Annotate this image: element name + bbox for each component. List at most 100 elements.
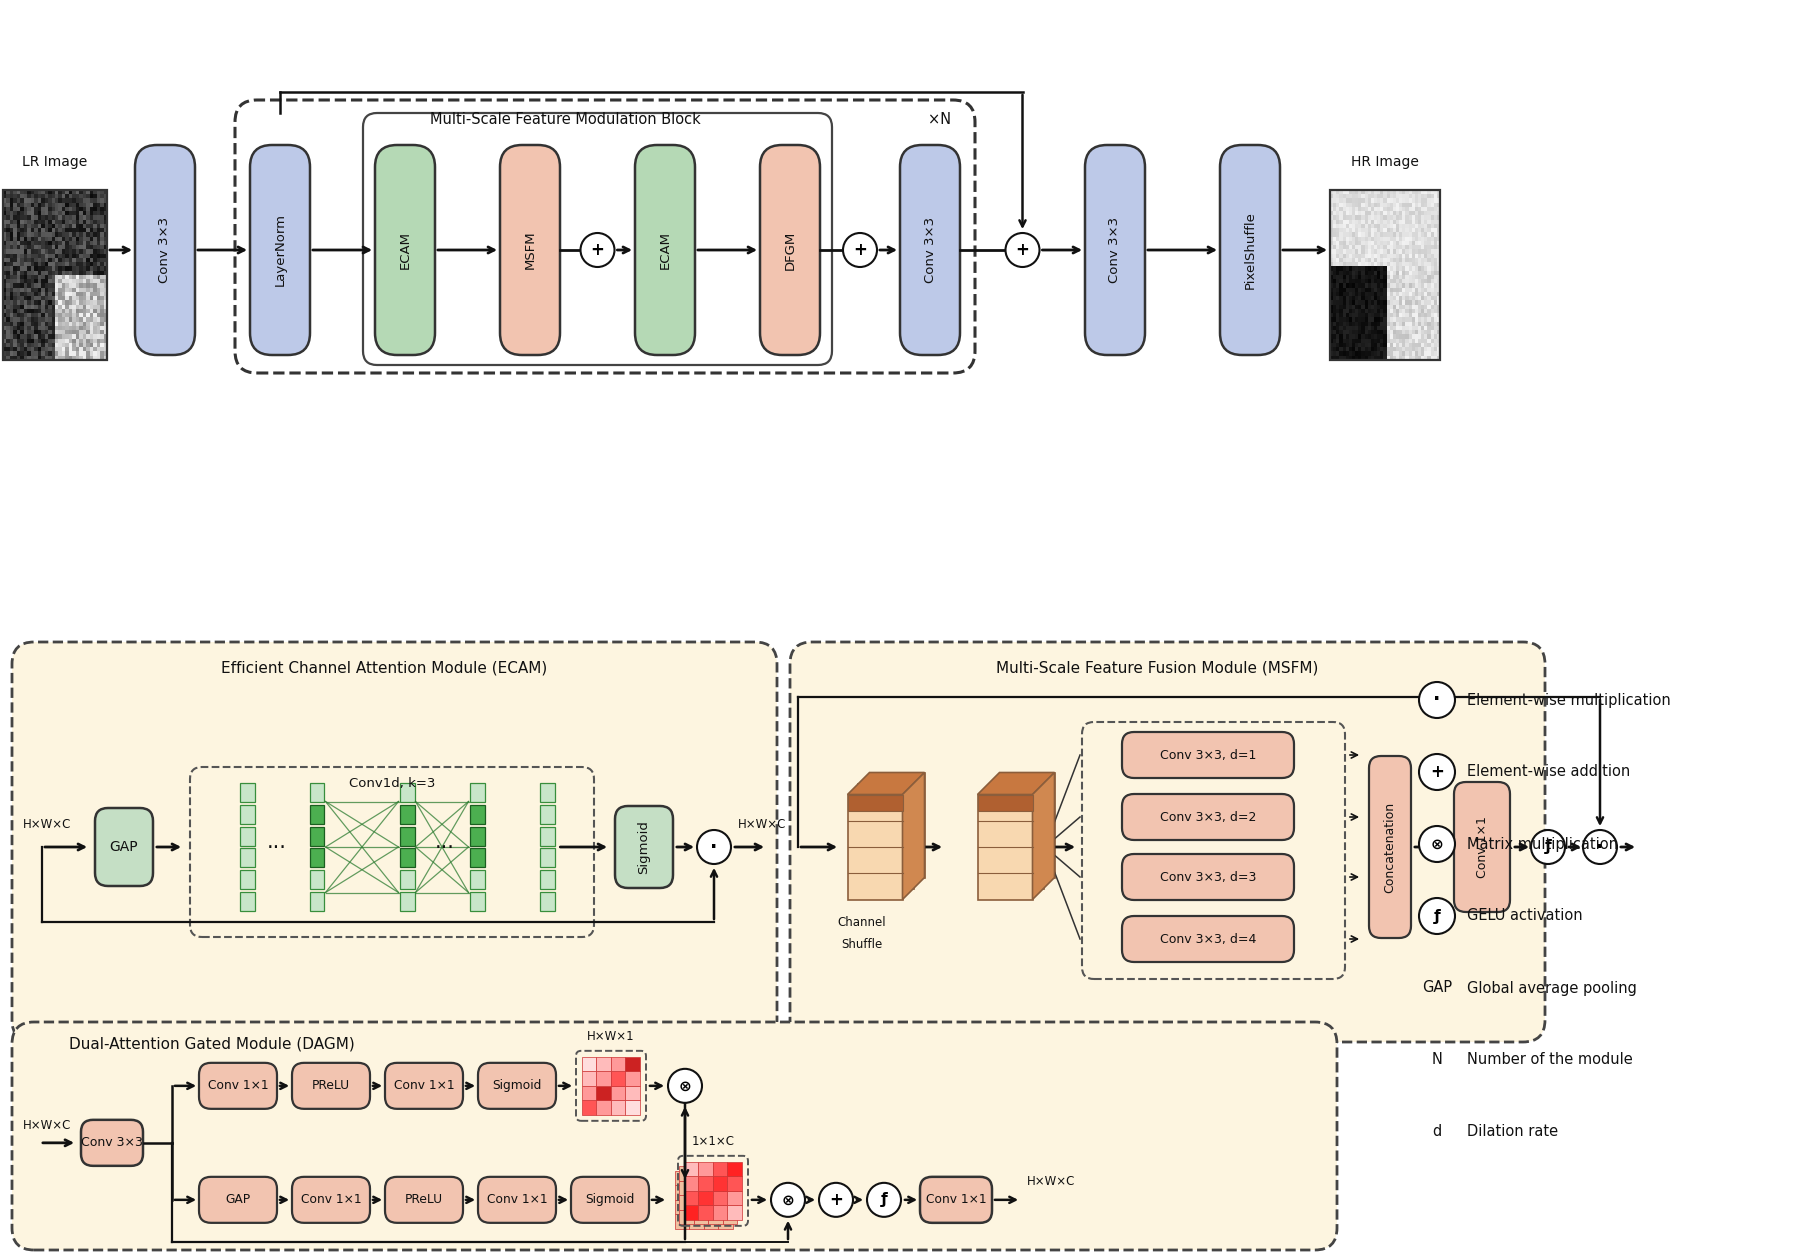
Text: Conv 3×3: Conv 3×3 <box>922 217 937 284</box>
FancyBboxPatch shape <box>570 1177 649 1223</box>
FancyBboxPatch shape <box>399 827 414 845</box>
Text: Conv 3×3, d=4: Conv 3×3, d=4 <box>1160 932 1255 945</box>
FancyBboxPatch shape <box>291 1177 370 1223</box>
FancyBboxPatch shape <box>694 1210 708 1225</box>
FancyBboxPatch shape <box>726 1162 741 1177</box>
Polygon shape <box>847 772 924 795</box>
FancyBboxPatch shape <box>712 1177 726 1191</box>
FancyBboxPatch shape <box>1122 916 1293 961</box>
Text: Matrix multiplication: Matrix multiplication <box>1465 837 1616 852</box>
Text: Element-wise addition: Element-wise addition <box>1465 765 1629 780</box>
Text: Global average pooling: Global average pooling <box>1465 980 1636 995</box>
Circle shape <box>843 233 876 267</box>
FancyBboxPatch shape <box>698 1177 712 1191</box>
Circle shape <box>1419 753 1455 790</box>
FancyBboxPatch shape <box>703 1171 717 1186</box>
FancyBboxPatch shape <box>680 1210 694 1225</box>
FancyBboxPatch shape <box>723 1181 737 1196</box>
Text: LayerNorm: LayerNorm <box>273 213 286 286</box>
Polygon shape <box>987 784 1043 888</box>
FancyBboxPatch shape <box>1122 794 1293 840</box>
FancyBboxPatch shape <box>626 1086 640 1100</box>
Text: HR Image: HR Image <box>1350 155 1419 169</box>
FancyBboxPatch shape <box>611 1071 626 1086</box>
FancyBboxPatch shape <box>239 827 254 845</box>
Text: Conv1d, k=3: Conv1d, k=3 <box>349 777 435 790</box>
Text: ƒ: ƒ <box>1433 908 1440 924</box>
FancyBboxPatch shape <box>626 1071 640 1086</box>
FancyBboxPatch shape <box>698 1191 712 1206</box>
Text: PixelShuffle: PixelShuffle <box>1242 212 1255 289</box>
FancyBboxPatch shape <box>291 1063 370 1109</box>
FancyBboxPatch shape <box>694 1196 708 1210</box>
Text: Number of the module: Number of the module <box>1465 1052 1633 1067</box>
FancyBboxPatch shape <box>694 1181 708 1196</box>
Circle shape <box>1582 830 1616 864</box>
Text: Conv 3×3, d=3: Conv 3×3, d=3 <box>1160 871 1255 883</box>
FancyBboxPatch shape <box>708 1196 723 1210</box>
Text: Sigmoid: Sigmoid <box>636 820 651 874</box>
FancyBboxPatch shape <box>689 1186 703 1200</box>
FancyBboxPatch shape <box>583 1071 597 1086</box>
Text: ·: · <box>710 838 717 857</box>
FancyBboxPatch shape <box>385 1177 462 1223</box>
FancyBboxPatch shape <box>708 1210 723 1225</box>
FancyBboxPatch shape <box>726 1206 741 1220</box>
Text: Conv 1×1: Conv 1×1 <box>926 1193 985 1206</box>
FancyBboxPatch shape <box>539 827 554 845</box>
FancyBboxPatch shape <box>723 1196 737 1210</box>
FancyBboxPatch shape <box>399 805 414 824</box>
FancyBboxPatch shape <box>597 1086 611 1100</box>
FancyBboxPatch shape <box>635 145 694 355</box>
FancyBboxPatch shape <box>683 1206 698 1220</box>
Circle shape <box>1005 233 1039 267</box>
FancyBboxPatch shape <box>789 643 1544 1042</box>
Polygon shape <box>868 772 924 877</box>
Text: Shuffle: Shuffle <box>841 939 883 951</box>
Polygon shape <box>847 795 903 811</box>
FancyBboxPatch shape <box>239 784 254 803</box>
FancyBboxPatch shape <box>81 1120 142 1166</box>
FancyBboxPatch shape <box>683 1162 698 1177</box>
FancyBboxPatch shape <box>626 1057 640 1071</box>
FancyBboxPatch shape <box>250 145 309 355</box>
FancyBboxPatch shape <box>539 805 554 824</box>
Text: ⊗: ⊗ <box>1429 837 1442 852</box>
FancyBboxPatch shape <box>674 1186 689 1200</box>
FancyBboxPatch shape <box>717 1171 732 1186</box>
Text: Dilation rate: Dilation rate <box>1465 1124 1557 1139</box>
Text: Conv 3×3: Conv 3×3 <box>1108 217 1120 284</box>
FancyBboxPatch shape <box>1122 732 1293 777</box>
FancyBboxPatch shape <box>583 1100 597 1115</box>
Text: H×W×C: H×W×C <box>1027 1176 1075 1188</box>
Text: H×W×C: H×W×C <box>23 819 72 832</box>
Text: ƒ: ƒ <box>881 1192 886 1207</box>
Text: Conv 1×1: Conv 1×1 <box>487 1193 547 1206</box>
FancyBboxPatch shape <box>708 1167 723 1181</box>
FancyBboxPatch shape <box>689 1200 703 1215</box>
Text: MSFM: MSFM <box>523 231 536 270</box>
FancyBboxPatch shape <box>919 1177 991 1223</box>
Text: ×N: ×N <box>928 112 951 127</box>
FancyBboxPatch shape <box>583 1057 597 1071</box>
Polygon shape <box>903 772 924 900</box>
FancyBboxPatch shape <box>309 848 324 867</box>
FancyBboxPatch shape <box>712 1206 726 1220</box>
FancyBboxPatch shape <box>615 806 672 888</box>
Polygon shape <box>1032 772 1054 900</box>
Text: DFGM: DFGM <box>784 231 797 270</box>
Text: Conv 1×1: Conv 1×1 <box>394 1080 455 1092</box>
FancyBboxPatch shape <box>500 145 559 355</box>
FancyBboxPatch shape <box>469 805 484 824</box>
Text: Sigmoid: Sigmoid <box>493 1080 541 1092</box>
FancyBboxPatch shape <box>309 805 324 824</box>
FancyBboxPatch shape <box>239 892 254 911</box>
FancyBboxPatch shape <box>759 145 820 355</box>
FancyBboxPatch shape <box>717 1200 732 1215</box>
FancyBboxPatch shape <box>399 892 414 911</box>
Text: ECAM: ECAM <box>658 231 671 268</box>
FancyBboxPatch shape <box>703 1215 717 1228</box>
FancyBboxPatch shape <box>611 1057 626 1071</box>
Polygon shape <box>976 772 1054 795</box>
FancyBboxPatch shape <box>13 1022 1336 1250</box>
